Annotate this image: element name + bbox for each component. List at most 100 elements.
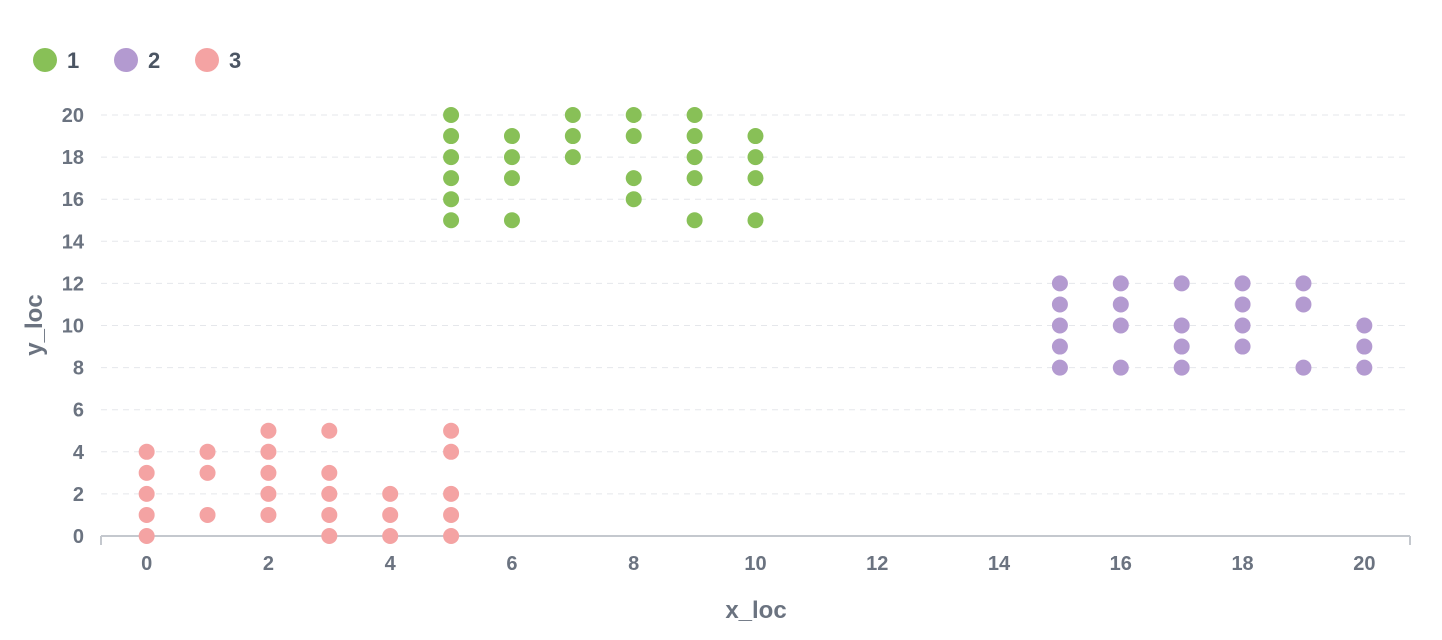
data-point xyxy=(625,107,642,123)
data-point xyxy=(321,485,338,502)
data-point xyxy=(443,422,460,439)
data-point xyxy=(1173,317,1190,334)
data-point xyxy=(625,170,642,187)
data-point xyxy=(443,149,460,166)
data-point xyxy=(443,506,460,523)
x-tick-label: 14 xyxy=(988,553,1011,575)
data-point xyxy=(138,485,155,502)
data-point xyxy=(443,128,460,145)
data-point xyxy=(686,107,703,123)
y-tick-label: 12 xyxy=(62,273,84,295)
data-point xyxy=(1173,275,1190,292)
data-point xyxy=(382,528,399,544)
data-point xyxy=(443,212,460,229)
axes: 0 2 4 6 8 10 12 14 16 18 20 0 2 4 6 8 10 12 14 16 18 20 xyxy=(62,105,1411,575)
legend-label-3: 3 xyxy=(229,48,241,73)
data-point xyxy=(1356,338,1373,355)
data-point xyxy=(1356,359,1373,376)
data-point xyxy=(564,107,581,123)
data-point xyxy=(747,212,764,229)
data-point xyxy=(443,107,460,123)
y-tick-label: 8 xyxy=(73,358,84,380)
data-point xyxy=(564,149,581,166)
y-tick-label: 6 xyxy=(73,400,84,422)
data-point xyxy=(138,528,155,544)
data-point xyxy=(260,443,277,460)
data-point xyxy=(1051,359,1068,376)
data-point xyxy=(443,191,460,208)
data-point xyxy=(686,170,703,187)
data-point xyxy=(138,443,155,460)
data-point xyxy=(1112,275,1129,292)
x-tick-label: 20 xyxy=(1353,553,1375,575)
x-axis-title: x_loc xyxy=(725,597,786,624)
y-axis-title: y_loc xyxy=(21,294,48,355)
legend-label-2: 2 xyxy=(148,48,160,73)
series-1 xyxy=(443,107,764,229)
y-tick-label: 16 xyxy=(62,189,84,211)
x-tick-label: 2 xyxy=(263,553,274,575)
x-tick-label: 16 xyxy=(1110,553,1132,575)
data-point xyxy=(321,528,338,544)
data-point xyxy=(443,485,460,502)
data-point xyxy=(321,506,338,523)
data-point xyxy=(1356,317,1373,334)
x-tick-label: 6 xyxy=(506,553,517,575)
data-point xyxy=(1173,359,1190,376)
data-point xyxy=(199,464,216,481)
data-point xyxy=(1234,338,1251,355)
legend-marker-2 xyxy=(114,48,138,72)
data-point xyxy=(1295,359,1312,376)
data-point xyxy=(260,464,277,481)
y-tick-label: 10 xyxy=(62,316,84,338)
y-tick-label: 4 xyxy=(73,442,85,464)
x-tick-label: 12 xyxy=(866,553,888,575)
data-point xyxy=(321,464,338,481)
data-point xyxy=(443,443,460,460)
data-point xyxy=(503,170,520,187)
data-point xyxy=(382,506,399,523)
data-point xyxy=(1295,275,1312,292)
data-point xyxy=(1234,275,1251,292)
y-tick-label: 0 xyxy=(73,526,84,548)
data-point xyxy=(1173,338,1190,355)
data-point xyxy=(625,128,642,145)
data-point xyxy=(138,464,155,481)
data-point xyxy=(260,485,277,502)
data-point xyxy=(1234,317,1251,334)
legend-label-1: 1 xyxy=(67,48,79,73)
series-2 xyxy=(1051,275,1373,376)
data-point xyxy=(686,149,703,166)
data-point xyxy=(138,506,155,523)
data-point xyxy=(747,128,764,145)
data-point xyxy=(1112,317,1129,334)
data-point xyxy=(747,170,764,187)
data-point xyxy=(686,212,703,229)
data-point xyxy=(260,506,277,523)
data-point xyxy=(564,128,581,145)
data-point xyxy=(1051,275,1068,292)
y-tick-label: 18 xyxy=(62,147,84,169)
data-point xyxy=(1112,296,1129,313)
y-tick-label: 20 xyxy=(62,105,84,127)
data-point xyxy=(199,506,216,523)
y-tick-label: 14 xyxy=(62,231,85,253)
data-point xyxy=(1295,296,1312,313)
data-point xyxy=(382,485,399,502)
x-tick-label: 4 xyxy=(385,553,397,575)
legend-marker-1 xyxy=(33,48,57,72)
x-tick-label: 10 xyxy=(744,553,766,575)
y-tick-label: 2 xyxy=(73,484,84,506)
data-point xyxy=(443,528,460,544)
data-point xyxy=(199,443,216,460)
legend-marker-3 xyxy=(195,48,219,72)
x-tick-label: 8 xyxy=(628,553,639,575)
x-tick-label: 0 xyxy=(141,553,152,575)
data-point xyxy=(1051,338,1068,355)
data-point xyxy=(503,212,520,229)
data-point xyxy=(503,128,520,145)
data-point xyxy=(443,170,460,187)
data-point xyxy=(321,422,338,439)
data-point xyxy=(1112,359,1129,376)
